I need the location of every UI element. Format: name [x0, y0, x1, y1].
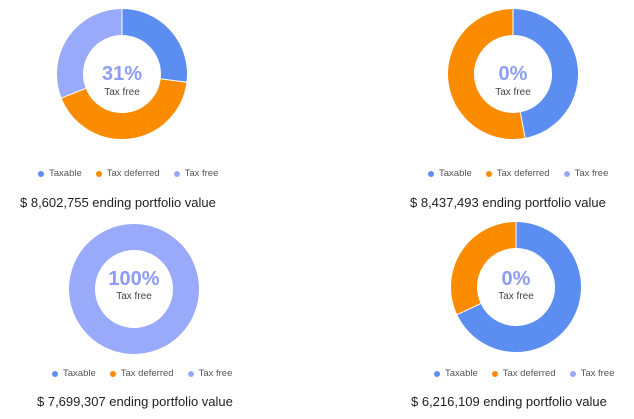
tax-free-dot-icon [569, 370, 576, 377]
chart-panel-1: 31% Tax free Taxable Tax deferred Tax fr… [0, 0, 260, 210]
tax-free-dot-icon [187, 370, 194, 377]
chart-panel-3: 100% Tax free Taxable Tax deferred Tax f… [0, 211, 260, 416]
chart-panel-2: 0% Tax free Taxable Tax deferred Tax fre… [390, 0, 634, 210]
tax-deferred-dot-icon [491, 370, 498, 377]
center-percentage: 0% [501, 268, 531, 290]
donut-slice-taxable[interactable] [121, 9, 187, 83]
slice-separator [160, 78, 187, 83]
center-label: Tax free [498, 291, 534, 302]
donut-slice-taxable[interactable] [512, 9, 578, 138]
legend: Taxable Tax deferred Tax free [434, 368, 614, 379]
taxable-dot-icon [434, 370, 440, 377]
center-label: Tax free [116, 291, 152, 302]
legend: Taxable Tax deferred Tax free [52, 368, 232, 379]
legend-item-tax-free[interactable]: Tax free [187, 368, 233, 379]
donut-chart [448, 9, 578, 139]
legend-label: Taxable [445, 368, 478, 379]
tax-deferred-dot-icon [485, 170, 492, 177]
center-label: Tax free [495, 87, 531, 98]
legend-label: Taxable [49, 168, 82, 179]
donut-slice-tax-free[interactable] [57, 9, 123, 98]
slice-separator [519, 112, 526, 138]
legend-item-tax-free[interactable]: Tax free [173, 168, 219, 179]
legend: Taxable Tax deferred Tax free [38, 168, 218, 179]
legend: Taxable Tax deferred Tax free [428, 168, 608, 179]
portfolio-value-caption: $ 8,437,493 ending portfolio value [410, 195, 606, 210]
legend-label: Tax free [580, 368, 615, 379]
legend-label: Tax deferred [502, 368, 556, 379]
donut-chart [69, 224, 199, 354]
legend-label: Taxable [439, 168, 472, 179]
legend-label: Tax free [574, 168, 609, 179]
legend-label: Tax free [184, 168, 219, 179]
center-percentage: 0% [498, 63, 528, 85]
legend-item-tax-free[interactable]: Tax free [563, 168, 609, 179]
legend-item-taxable[interactable]: Taxable [434, 368, 478, 379]
tax-deferred-dot-icon [95, 170, 102, 177]
legend-item-tax-deferred[interactable]: Tax deferred [109, 368, 174, 379]
legend-item-tax-deferred[interactable]: Tax deferred [491, 368, 556, 379]
portfolio-value-caption: $ 8,602,755 ending portfolio value [20, 195, 216, 210]
donut-slice-tax-deferred[interactable] [61, 78, 187, 139]
center-label: Tax free [104, 87, 140, 98]
tax-free-dot-icon [173, 170, 180, 177]
taxable-dot-icon [38, 170, 44, 177]
donut-chart [57, 9, 187, 139]
legend-label: Tax deferred [496, 168, 550, 179]
legend-item-taxable[interactable]: Taxable [52, 368, 96, 379]
donut-slice-taxable[interactable] [457, 222, 581, 352]
donut-chart [451, 222, 581, 352]
taxable-dot-icon [52, 370, 58, 377]
slice-separator [456, 303, 481, 316]
tax-free-dot-icon [563, 170, 570, 177]
portfolio-value-caption: $ 7,699,307 ending portfolio value [37, 394, 233, 409]
slice-separator [61, 87, 86, 99]
portfolio-value-caption: $ 6,216,109 ending portfolio value [411, 394, 607, 409]
donut-slice-tax-deferred[interactable] [451, 222, 517, 315]
legend-label: Taxable [63, 368, 96, 379]
donut-slice-tax-free[interactable] [69, 224, 199, 354]
legend-item-tax-deferred[interactable]: Tax deferred [95, 168, 160, 179]
chart-panel-4: 0% Tax free Taxable Tax deferred Tax fre… [390, 211, 634, 416]
center-percentage: 100% [108, 268, 160, 290]
legend-label: Tax deferred [106, 168, 160, 179]
legend-label: Tax deferred [120, 368, 174, 379]
legend-label: Tax free [198, 368, 233, 379]
tax-deferred-dot-icon [109, 370, 116, 377]
donut-slice-tax-deferred[interactable] [448, 9, 526, 139]
legend-item-tax-free[interactable]: Tax free [569, 368, 615, 379]
center-percentage: 31% [101, 63, 143, 85]
legend-item-taxable[interactable]: Taxable [428, 168, 472, 179]
legend-item-tax-deferred[interactable]: Tax deferred [485, 168, 550, 179]
legend-item-taxable[interactable]: Taxable [38, 168, 82, 179]
taxable-dot-icon [428, 170, 434, 177]
